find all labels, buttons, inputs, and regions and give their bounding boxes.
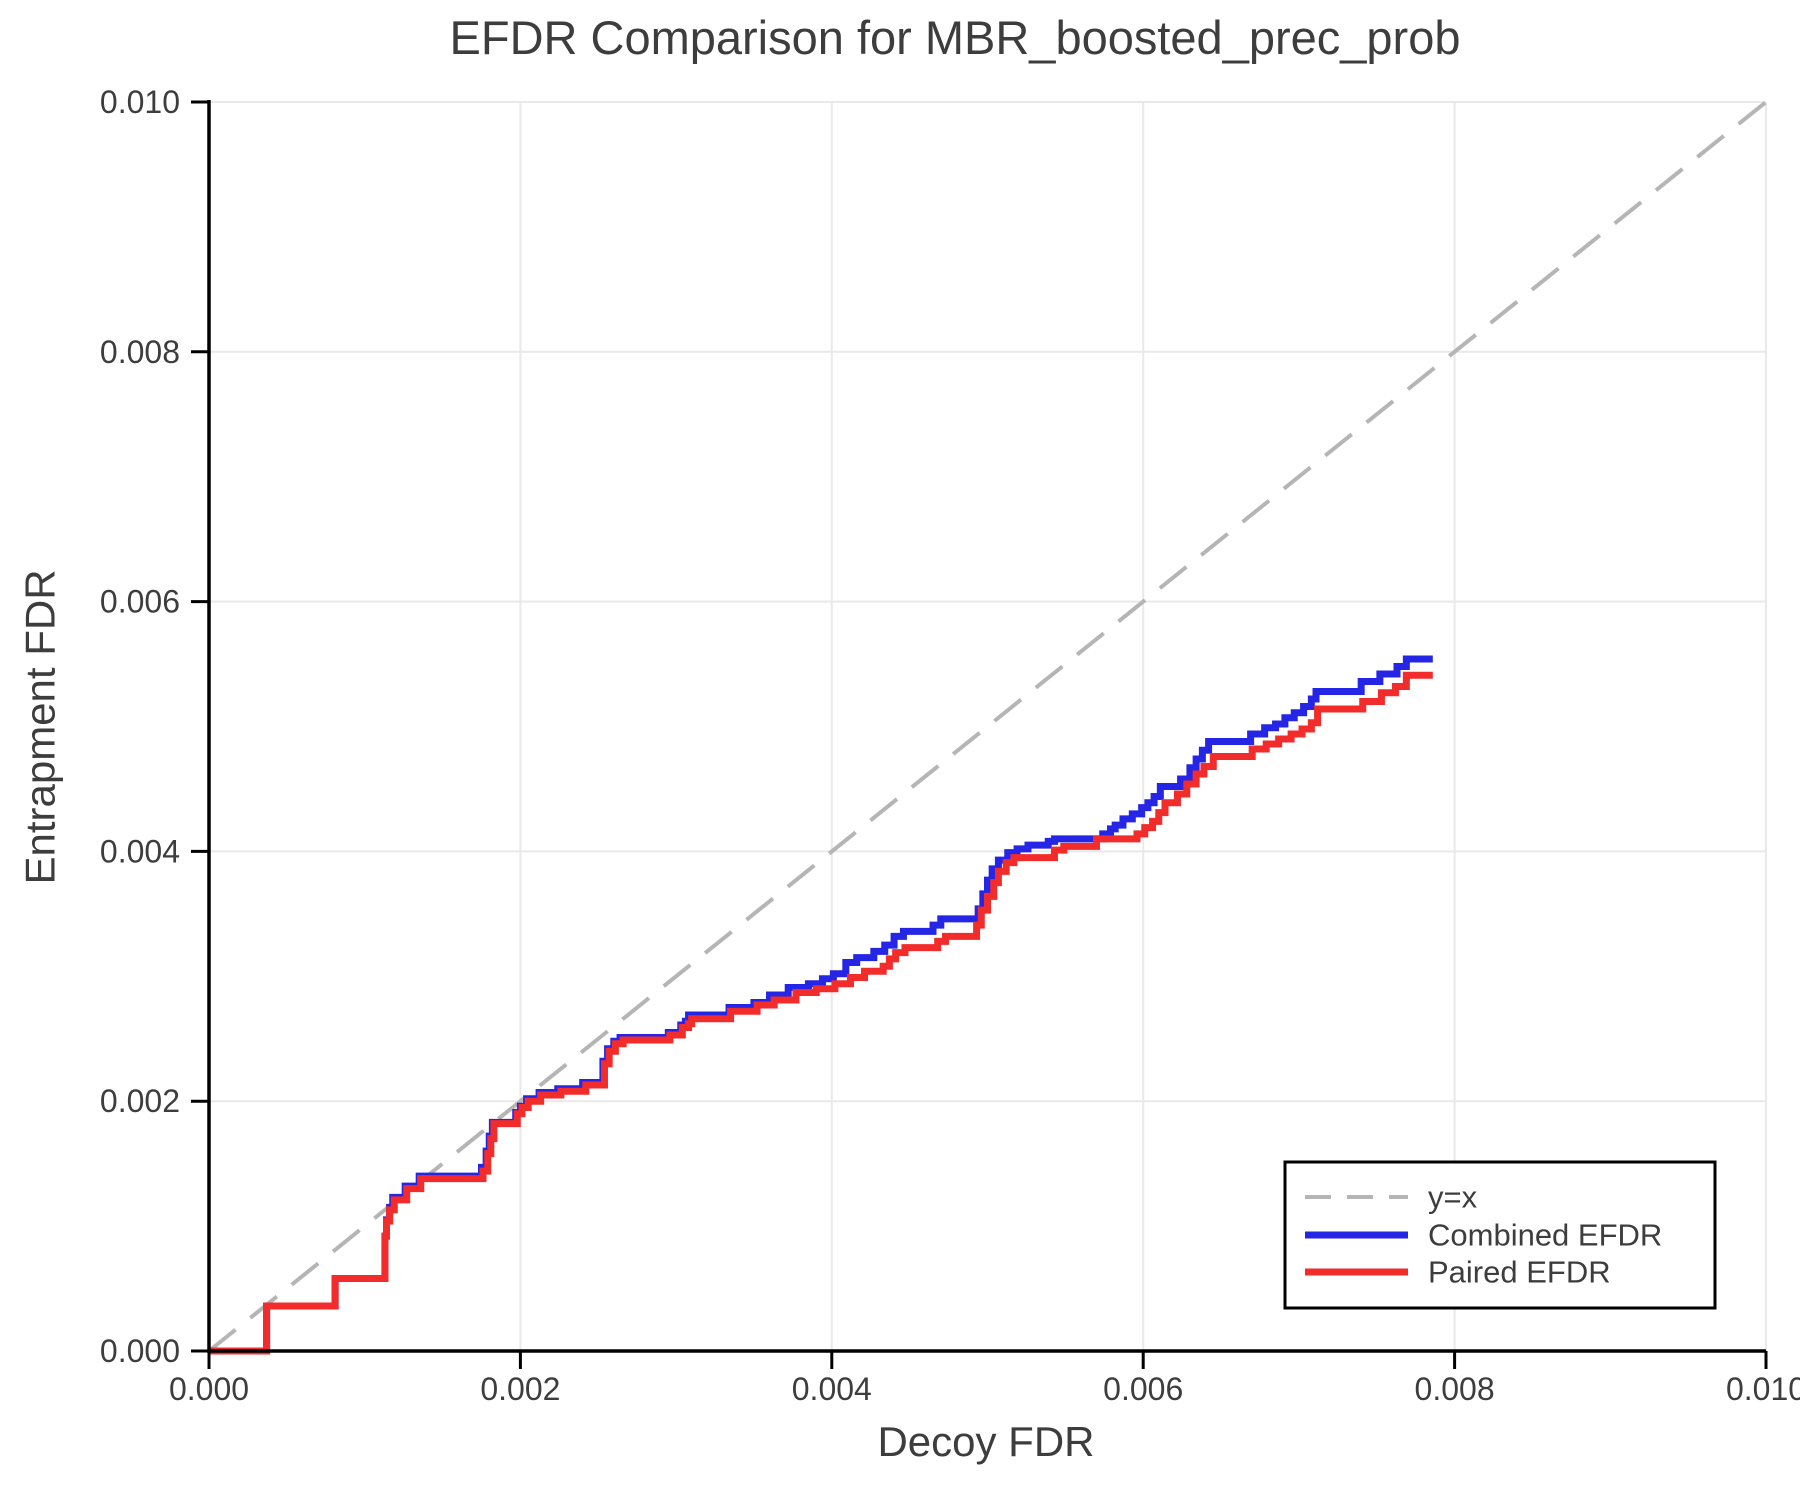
identity-line (207, 100, 1768, 1353)
paired-efdr-line (209, 671, 1433, 1355)
x-axis-title: Decoy FDR (877, 1418, 1094, 1465)
x-tick-label: 0.000 (169, 1371, 249, 1407)
axis-layer: 0.000 0.002 0.004 0.006 0.008 0.010 0.000 0.002… (100, 84, 1800, 1407)
y-tick-label: 0.002 (100, 1083, 180, 1119)
y-tick-label: 0.004 (100, 833, 180, 869)
chart-title: EFDR Comparison for MBR_boosted_prec_pro… (450, 11, 1461, 64)
x-tick-label: 0.008 (1415, 1371, 1495, 1407)
series-layer (207, 100, 1768, 1355)
y-tick-label: 0.000 (100, 1333, 180, 1369)
y-tick-label: 0.008 (100, 334, 180, 370)
x-tick-label: 0.004 (792, 1371, 872, 1407)
legend-label: Paired EFDR (1428, 1255, 1611, 1290)
legend-label: Combined EFDR (1428, 1218, 1662, 1253)
legend-label: y=x (1428, 1180, 1478, 1215)
combined-efdr-line (209, 655, 1433, 1355)
y-tick-label: 0.010 (100, 84, 180, 120)
y-tick-label: 0.006 (100, 584, 180, 620)
x-tick-label: 0.002 (480, 1371, 560, 1407)
y-axis-title: Entrapment FDR (17, 569, 64, 884)
x-tick-label: 0.010 (1726, 1371, 1800, 1407)
x-tick-label: 0.006 (1103, 1371, 1183, 1407)
